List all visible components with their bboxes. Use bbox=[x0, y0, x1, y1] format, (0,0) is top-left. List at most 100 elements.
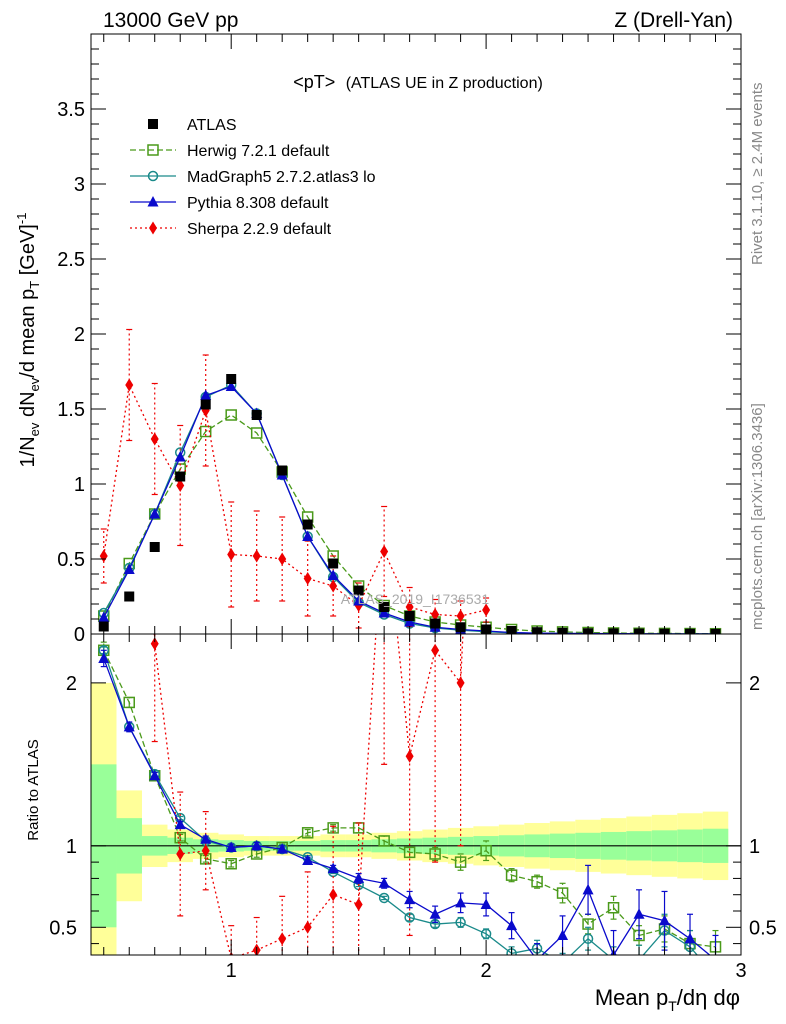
legend: ATLAS Herwig 7.2.1 default MadGraph5 2.7.2… bbox=[130, 117, 376, 238]
x-axis-label: Mean pT/dη dφ bbox=[595, 985, 740, 1014]
top-pythia-8-308-default-point bbox=[123, 563, 135, 574]
top-sherpa-2-2-9-default-point bbox=[380, 545, 389, 558]
ratio-axes: 0.5 0.5 1 1 2 2 1 2 3 bbox=[49, 634, 777, 982]
ylabel-part-h: -1 bbox=[14, 213, 29, 225]
ratio-plot-area bbox=[91, 139, 741, 981]
ylabel-part-f: T bbox=[27, 281, 42, 289]
xlabel-part-b: T bbox=[668, 998, 677, 1014]
top-sherpa-2-2-9-default-point bbox=[125, 378, 134, 392]
top-y-tick-label: 1.5 bbox=[57, 399, 85, 421]
ratio-pythia-8-308-default-point bbox=[225, 841, 237, 852]
top-atlas-point bbox=[404, 611, 415, 621]
ratio-y-tick-label-right: 2 bbox=[749, 673, 760, 695]
mcplots-label: mcplots.cern.ch [arXiv:1306.3436] bbox=[749, 403, 766, 630]
ratio-pythia-8-308-default-point bbox=[123, 720, 135, 732]
top-atlas-point bbox=[328, 558, 339, 569]
ylabel-part-d: ev bbox=[27, 377, 42, 391]
ratio-pythia-8-308-default-point bbox=[200, 833, 212, 844]
legend-label-atlas: ATLAS bbox=[187, 117, 237, 134]
ratio-pythia-8-308-default-point bbox=[251, 839, 263, 851]
ratio-herwig-7-2-1-default-point bbox=[480, 844, 492, 857]
legend-label-sherpa-2-2-9-default: Sherpa 2.2.9 default bbox=[187, 221, 332, 238]
ylabel-part-b: ev bbox=[27, 422, 42, 436]
ratio-panel-frame bbox=[90, 633, 742, 956]
x-tick-label: 1 bbox=[226, 960, 237, 982]
top-y-tick-label: 0.5 bbox=[57, 549, 85, 571]
ratio-y-tick-label-right: 1 bbox=[749, 836, 760, 858]
ratio-pythia-8-308-default-point bbox=[174, 818, 186, 830]
top-sherpa-2-2-9-default-point bbox=[227, 548, 236, 561]
ratio-herwig-7-2-1-default-point bbox=[403, 846, 416, 859]
ratio-herwig-7-2-1-default-point bbox=[556, 887, 569, 899]
x-tick-label: 2 bbox=[481, 960, 492, 982]
legend-label-pythia-8-308-default: Pythia 8.308 default bbox=[187, 195, 329, 212]
xlabel-part-a: Mean p bbox=[595, 985, 668, 1010]
ratio-herwig-7-2-1-default-point bbox=[174, 831, 186, 844]
top-pythia-8-308-default-point bbox=[149, 508, 161, 519]
header-right: Z (Drell-Yan) bbox=[614, 9, 733, 32]
ratio-herwig-7-2-1-default-point bbox=[378, 835, 390, 847]
top-y-tick-label: 1 bbox=[74, 474, 85, 496]
top-pythia-8-308-default-point bbox=[378, 607, 390, 618]
ratio-pythia-8-308-default-point bbox=[327, 862, 339, 874]
rivet-label: Rivet 3.1.10, ≥ 2.4M events bbox=[749, 83, 766, 266]
x-tick-label: 3 bbox=[735, 960, 746, 982]
top-sherpa-2-2-9-default-point bbox=[176, 479, 185, 492]
chart-title-sub: (ATLAS UE in Z production) bbox=[346, 75, 543, 92]
ratio-pythia-8-308-default-point bbox=[404, 893, 416, 905]
ratio-herwig-7-2-1-default-point bbox=[505, 869, 518, 881]
top-sherpa-2-2-9-default-point bbox=[405, 600, 414, 614]
top-pythia-8-308-default-point bbox=[225, 380, 237, 391]
top-sherpa-2-2-9-default-point bbox=[303, 572, 312, 585]
ratio-y-tick-label-left: 1 bbox=[66, 836, 77, 858]
ratio-madgraph5-2-7-2-atlas3-lo-point bbox=[480, 928, 492, 940]
ratio-pythia-8-308-default-point bbox=[557, 929, 569, 940]
ratio-herwig-7-2-1-default-point bbox=[531, 875, 543, 888]
top-atlas-point bbox=[226, 374, 237, 384]
top-atlas-point bbox=[379, 602, 390, 612]
top-atlas-point bbox=[200, 399, 211, 410]
ratio-pythia-8-308-default-point bbox=[98, 652, 110, 663]
ratio-sherpa-2-2-9-default-point bbox=[329, 888, 338, 902]
ratio-madgraph5-2-7-2-atlas3-lo-point bbox=[455, 917, 466, 928]
top-sherpa-2-2-9-default-point bbox=[431, 608, 440, 621]
header-left: 13000 GeV pp bbox=[103, 9, 238, 32]
ratio-madgraph5-2-7-2-atlas3-lo-point bbox=[637, 954, 641, 955]
ratio-pythia-8-308-default-point bbox=[455, 896, 467, 908]
top-pythia-8-308-default-point bbox=[327, 569, 339, 580]
top-atlas-point bbox=[149, 542, 160, 552]
ratio-sherpa-2-2-9-default-line bbox=[153, 634, 464, 955]
ratio-sherpa-2-2-9-default-point bbox=[354, 897, 363, 911]
ratio-madgraph5-2-7-2-atlas3-lo-point bbox=[404, 912, 415, 923]
top-axes: 0 0.5 1 1.5 2 2.5 3 3.5 bbox=[57, 34, 742, 646]
ratio-madgraph5-2-7-2-atlas3-lo-point bbox=[711, 972, 720, 981]
ratio-pythia-8-308-default-point bbox=[582, 883, 594, 895]
ratio-madgraph5-2-7-2-atlas3-lo-point bbox=[582, 933, 594, 944]
ratio-pythia-8-308-default-point bbox=[633, 908, 645, 919]
ratio-sherpa-2-2-9-default-point bbox=[150, 637, 159, 651]
top-pythia-8-308-default-point bbox=[174, 451, 186, 462]
ylabel-part-g: [GeV] bbox=[17, 224, 39, 281]
top-herwig-7-2-1-default-point bbox=[199, 425, 212, 438]
ylabel-part-c: dN bbox=[17, 391, 39, 422]
ratio-sherpa-2-2-9-default-point bbox=[482, 139, 490, 152]
legend-marker-madgraph5-2-7-2-atlas3-lo bbox=[147, 170, 159, 182]
top-pythia-8-308-default-point bbox=[353, 595, 365, 606]
ratio-sherpa-2-2-9-default-point bbox=[431, 643, 440, 657]
ratio-sherpa-2-2-9-default-point bbox=[303, 920, 312, 934]
legend-marker-herwig-7-2-1-default bbox=[147, 144, 159, 156]
top-sherpa-2-2-9-default-point bbox=[150, 432, 159, 446]
top-pythia-8-308-default-point bbox=[404, 616, 416, 627]
top-y-tick-label: 3.5 bbox=[57, 99, 85, 121]
ylabel-part-a: 1/N bbox=[17, 436, 39, 467]
ratio-y-tick-label-left: 2 bbox=[66, 673, 77, 695]
ratio-pythia-8-308-default-point bbox=[506, 919, 518, 931]
ratio-sherpa-2-2-9-default-point bbox=[278, 932, 287, 946]
ratio-pythia-8-308-default-point bbox=[276, 843, 288, 854]
legend-label-herwig-7-2-1-default: Herwig 7.2.1 default bbox=[187, 143, 330, 160]
ratio-herwig-7-2-1-default-point bbox=[607, 901, 620, 914]
ratio-madgraph5-2-7-2-atlas3-lo-point bbox=[611, 954, 616, 955]
top-sherpa-2-2-9-default-point bbox=[252, 549, 261, 563]
top-sherpa-2-2-9-default-point bbox=[456, 609, 465, 623]
